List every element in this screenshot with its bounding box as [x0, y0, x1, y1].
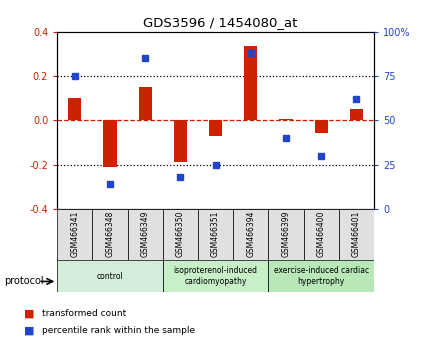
Text: percentile rank within the sample: percentile rank within the sample	[42, 326, 195, 336]
Bar	[304, 209, 339, 260]
Bar	[339, 209, 374, 260]
Bar	[315, 120, 328, 132]
Text: GSM466399: GSM466399	[282, 210, 290, 257]
Text: protocol: protocol	[4, 276, 44, 286]
Text: control: control	[97, 272, 123, 281]
Bar	[163, 209, 198, 260]
Bar	[57, 260, 163, 292]
Text: GSM466350: GSM466350	[176, 210, 185, 257]
Text: GSM466400: GSM466400	[317, 210, 326, 257]
Bar	[68, 98, 81, 120]
Bar	[279, 119, 293, 120]
Text: transformed count: transformed count	[42, 309, 126, 318]
Bar	[128, 209, 163, 260]
Text: isoproterenol-induced
cardiomyopathy: isoproterenol-induced cardiomyopathy	[174, 267, 257, 286]
Text: GDS3596 / 1454080_at: GDS3596 / 1454080_at	[143, 16, 297, 29]
Text: GSM466401: GSM466401	[352, 210, 361, 257]
Bar	[350, 109, 363, 120]
Bar	[139, 87, 152, 120]
Bar	[244, 46, 257, 120]
Text: GSM466351: GSM466351	[211, 210, 220, 257]
Text: GSM466394: GSM466394	[246, 210, 255, 257]
Text: ■: ■	[24, 308, 35, 318]
Bar	[92, 209, 128, 260]
Bar	[268, 260, 374, 292]
Text: GSM466349: GSM466349	[141, 210, 150, 257]
Text: exercise-induced cardiac
hypertrophy: exercise-induced cardiac hypertrophy	[274, 267, 369, 286]
Bar	[163, 260, 268, 292]
Text: GSM466341: GSM466341	[70, 210, 79, 257]
Bar	[209, 120, 222, 136]
Bar	[198, 209, 233, 260]
Bar	[174, 120, 187, 162]
Text: ■: ■	[24, 326, 35, 336]
Bar	[57, 209, 92, 260]
Bar	[103, 120, 117, 167]
Bar	[233, 209, 268, 260]
Text: GSM466348: GSM466348	[106, 210, 114, 257]
Bar	[268, 209, 304, 260]
